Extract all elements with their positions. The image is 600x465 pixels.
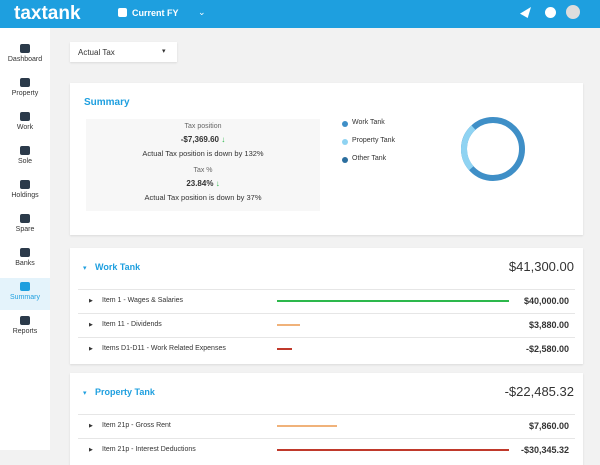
legend-dot [342,139,348,145]
nav-icon [20,146,30,155]
note: Actual Tax position is down by 132% [142,149,264,158]
nav-item[interactable]: Summary [0,278,50,310]
nav-item[interactable]: Dashboard [0,40,50,72]
item-row[interactable]: ▶ Item 11 - Dividends $3,880.00 [78,313,575,336]
value: -$7,369.60 ↓ [180,135,226,144]
period-select[interactable]: Current FY [132,8,179,18]
nav-item[interactable]: Sole [0,142,50,174]
chevron: ⌄ [198,7,206,17]
legend-label: Work Tank [352,119,385,126]
item-name: Item 21p - Gross Rent [102,422,171,429]
item-amount: -$30,345.32 [520,445,569,455]
logo[interactable]: taxtank [14,3,81,24]
nav-icon [20,180,30,189]
item-name: Item 11 - Dividends [102,321,162,328]
summary-title: Summary [84,97,130,108]
nav-icon [20,112,30,121]
avatar[interactable] [566,5,580,19]
item-name: Item 1 - Wages & Salaries [102,297,184,304]
filter-select[interactable]: Actual Tax ▾ [70,42,177,62]
nav-item[interactable]: Property [0,74,50,106]
summary-card: Summary Tax position -$7,369.60 ↓ Actual… [70,83,583,235]
tax-box: Tax position -$7,369.60 ↓ Actual Tax pos… [86,119,320,211]
label: Tax position [184,123,222,130]
nav-icon [20,316,30,325]
nav-icon [20,44,30,53]
caret: ▶ [89,322,93,328]
tank-name[interactable]: Work Tank [95,262,141,272]
tank-total: $41,300.00 [508,259,574,274]
tank-name[interactable]: Property Tank [95,387,155,397]
progress-bar [277,300,509,302]
nav-label: Work [16,124,34,131]
nav-label: Sole [17,158,32,165]
caret: ▾ [83,265,87,272]
legend-dot [342,157,348,163]
caret: ▶ [89,447,93,453]
nav-label: Summary [10,294,40,301]
tank-card: ▾ Property Tank -$22,485.32 ▶ Item 21p - Gro… [70,373,583,465]
caret: ▾ [83,390,87,397]
help-icon[interactable] [545,7,556,18]
nav-item[interactable]: Work [0,108,50,140]
sidebar: Dashboard Property Work Sole Holdings Spare Ba… [0,28,50,450]
item-row[interactable]: ▶ Item 21p - Gross Rent $7,860.00 [78,414,575,437]
tank-card: ▾ Work Tank $41,300.00 ▶ Item 1 - Wages & Sa… [70,248,583,364]
note: Actual Tax position is down by 37% [144,193,262,202]
send-icon[interactable] [520,7,531,18]
item-amount: $7,860.00 [528,421,569,431]
item-amount: -$2,580.00 [525,344,569,354]
nav-label: Property [11,90,39,97]
nav-label: Holdings [11,192,39,199]
progress-bar [277,449,509,451]
progress-bar [277,324,300,326]
nav-item[interactable]: Banks [0,244,50,276]
progress-bar [277,348,292,350]
nav-icon [20,282,30,291]
nav-item[interactable]: Reports [0,312,50,344]
item-row[interactable]: ▶ Items D1-D11 - Work Related Expenses -$2… [78,337,575,360]
caret: ▶ [89,423,93,429]
nav-item[interactable]: Spare [0,210,50,242]
calendar-icon [118,8,127,17]
legend-label: Property Tank [352,137,396,144]
legend-dot [342,121,348,127]
nav-item[interactable]: Holdings [0,176,50,208]
filter-text: Actual Tax [78,48,115,57]
tank-total: -$22,485.32 [504,384,574,399]
legend-label: Other Tank [352,155,387,162]
item-amount: $3,880.00 [528,320,569,330]
item-amount: $40,000.00 [523,296,569,306]
item-row[interactable]: ▶ Item 1 - Wages & Salaries $40,000.00 [78,289,575,312]
nav-label: Spare [15,226,35,233]
nav-label: Banks [15,260,35,267]
donut [461,117,525,181]
nav-icon [20,214,30,223]
nav-icon [20,248,30,257]
caret: ▶ [89,346,93,352]
nav-icon [20,78,30,87]
progress-bar [277,425,338,427]
item-name: Items D1-D11 - Work Related Expenses [102,345,226,352]
caret: ▶ [89,298,93,304]
nav-label: Dashboard [7,56,43,63]
value: 23.84% ↓ [186,179,220,188]
label: Tax % [193,167,213,174]
top-bar: taxtank Current FY ⌄ [0,0,600,28]
nav-label: Reports [12,328,38,335]
